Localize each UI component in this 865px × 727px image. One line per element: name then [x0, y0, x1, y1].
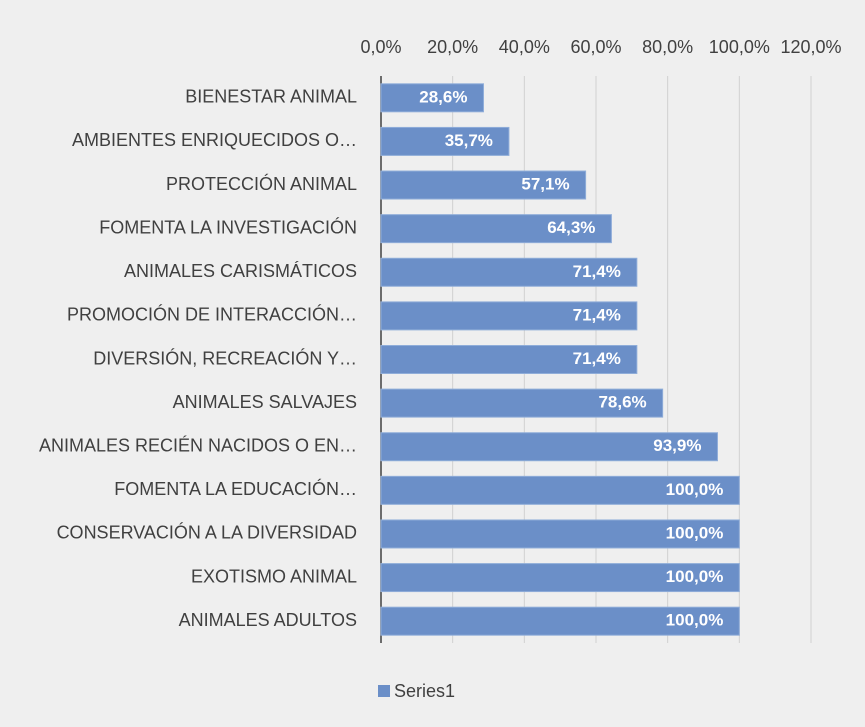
- value-label: 71,4%: [573, 305, 621, 324]
- value-label: 57,1%: [521, 175, 569, 194]
- bar: [380, 475, 740, 505]
- bar: [380, 257, 638, 287]
- x-tick-label: 80,0%: [642, 37, 693, 57]
- bar: [380, 519, 740, 549]
- value-label: 100,0%: [666, 480, 724, 499]
- x-tick-label: 120,0%: [780, 37, 841, 57]
- y-tick-label: ANIMALES CARISMÁTICOS: [124, 261, 357, 281]
- bar: [380, 83, 484, 113]
- y-tick-label: ANIMALES ADULTOS: [179, 610, 357, 630]
- x-tick-label: 60,0%: [570, 37, 621, 57]
- x-tick-label: 20,0%: [427, 37, 478, 57]
- x-tick-label: 40,0%: [499, 37, 550, 57]
- y-tick-label: FOMENTA LA INVESTIGACIÓN: [99, 216, 357, 237]
- value-label: 100,0%: [666, 611, 724, 630]
- y-tick-label: BIENESTAR ANIMAL: [185, 87, 357, 107]
- value-label: 93,9%: [653, 436, 701, 455]
- value-label: 100,0%: [666, 523, 724, 542]
- y-tick-label: PROTECCIÓN ANIMAL: [166, 173, 357, 194]
- bar: [380, 345, 638, 374]
- bar: [380, 388, 664, 418]
- y-tick-label: ANIMALES SALVAJES: [173, 392, 357, 412]
- y-tick-label: PROMOCIÓN DE INTERACCIÓN…: [67, 304, 357, 325]
- value-label: 28,6%: [419, 87, 467, 106]
- value-label: 71,4%: [573, 262, 621, 281]
- y-tick-label: CONSERVACIÓN A LA DIVERSIDAD: [57, 522, 357, 543]
- bar: [380, 126, 510, 156]
- bar: [380, 214, 612, 244]
- legend-label: Series1: [394, 681, 455, 701]
- value-label: 71,4%: [573, 349, 621, 368]
- bar: [380, 170, 587, 200]
- y-tick-label: FOMENTA LA EDUCACIÓN…: [114, 478, 357, 499]
- x-tick-label: 100,0%: [709, 37, 770, 57]
- legend-swatch: [378, 685, 390, 697]
- value-label: 35,7%: [445, 131, 493, 150]
- bar: [380, 432, 718, 462]
- y-tick-label: ANIMALES RECIÉN NACIDOS O EN…: [39, 435, 357, 455]
- bar: [380, 563, 740, 593]
- bar: [380, 606, 740, 636]
- value-label: 78,6%: [598, 393, 646, 412]
- y-tick-label: EXOTISMO ANIMAL: [191, 566, 357, 586]
- y-tick-label: DIVERSIÓN, RECREACIÓN Y…: [93, 347, 357, 368]
- x-tick-label: 0,0%: [360, 37, 401, 57]
- value-label: 64,3%: [547, 218, 595, 237]
- bar: [380, 301, 638, 331]
- value-label: 100,0%: [666, 567, 724, 586]
- y-tick-label: AMBIENTES ENRIQUECIDOS O…: [72, 130, 357, 150]
